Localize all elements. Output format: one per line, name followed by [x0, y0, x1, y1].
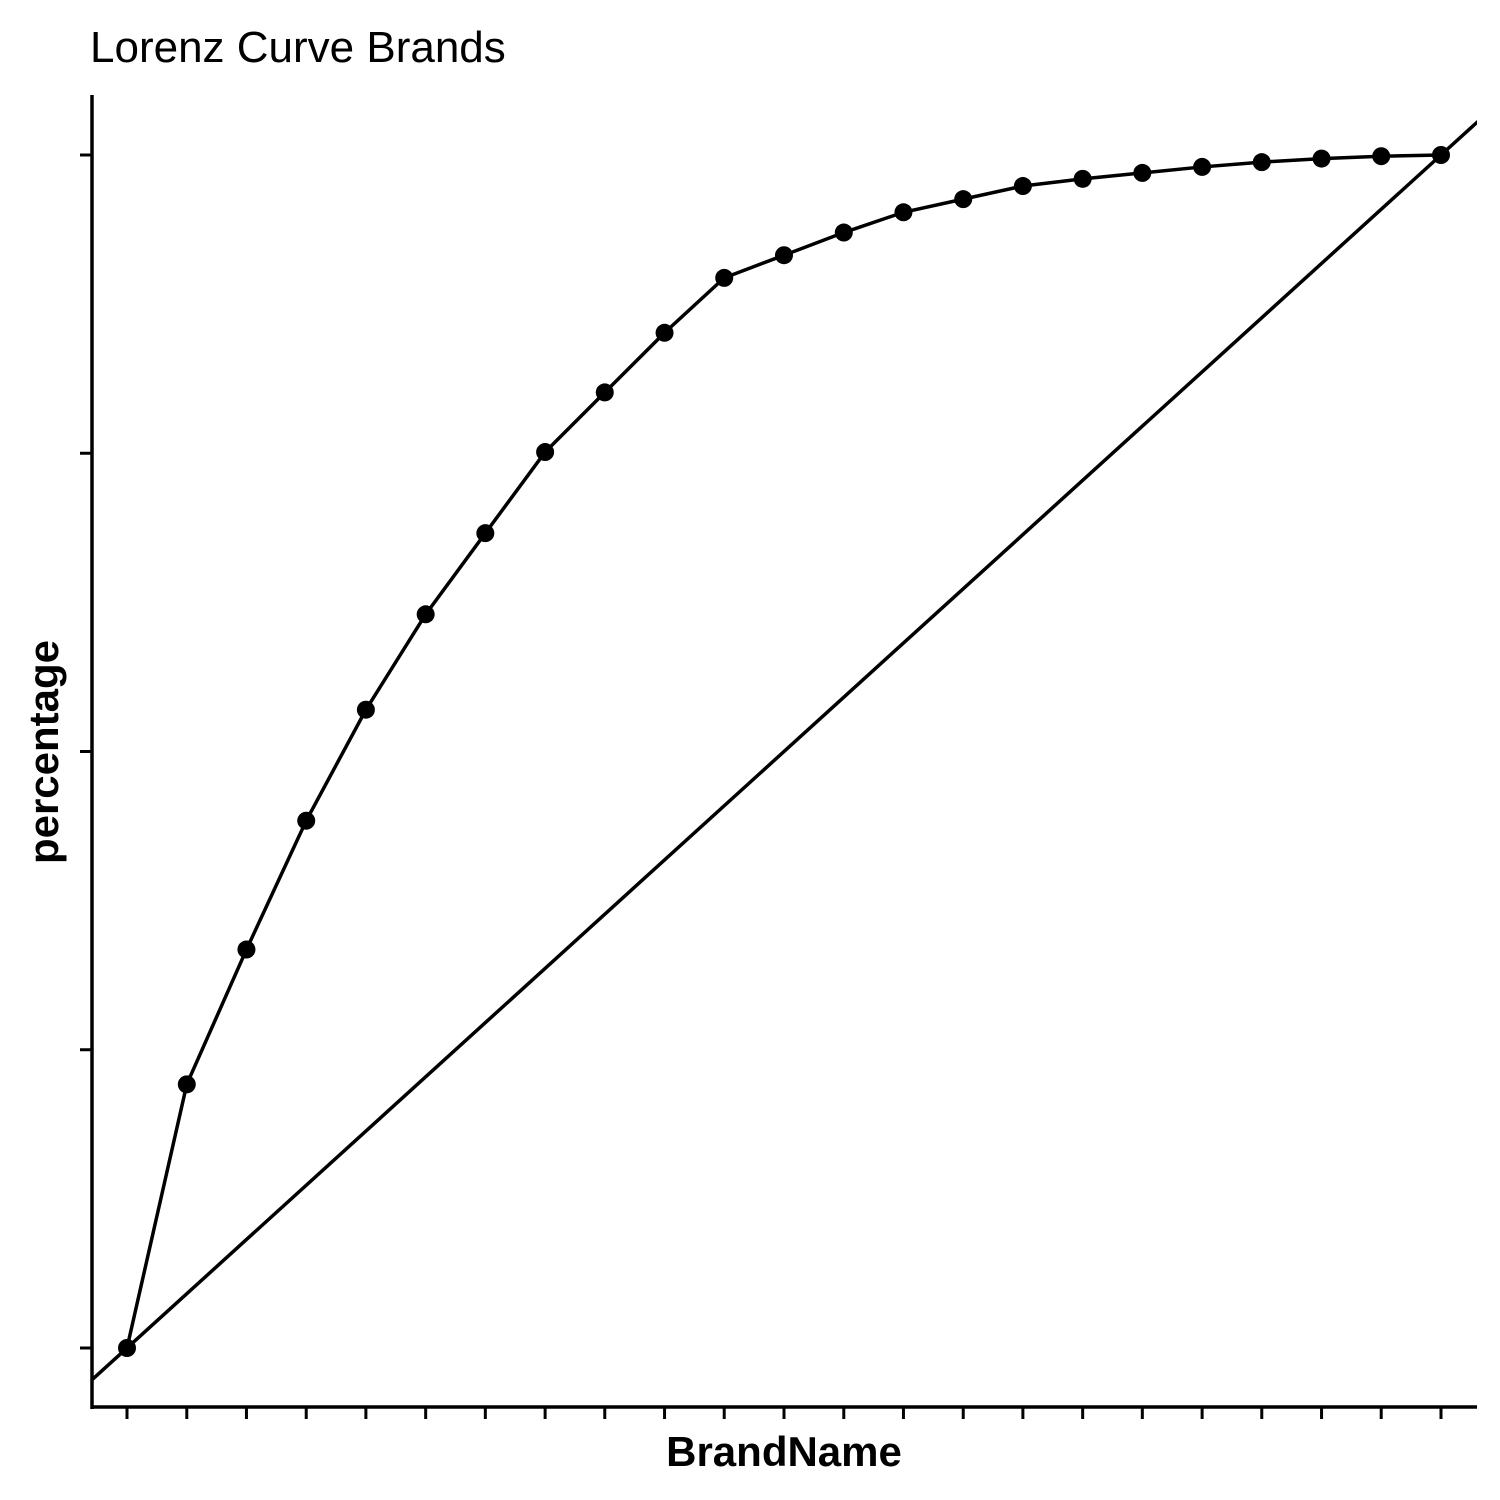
- data-point: [1312, 149, 1331, 168]
- data-point: [834, 223, 853, 242]
- data-point: [177, 1075, 196, 1094]
- data-point: [715, 268, 734, 287]
- data-point: [1432, 146, 1450, 164]
- data-point: [536, 443, 555, 462]
- data-point: [655, 323, 674, 342]
- data-point: [1193, 157, 1212, 176]
- series-layer: [92, 119, 1477, 1383]
- data-point: [595, 383, 614, 402]
- x-axis-ticks: [125, 1407, 1443, 1419]
- data-point: [118, 1339, 136, 1357]
- data-point: [1013, 177, 1032, 196]
- x-axis-label: BrandName: [666, 1428, 902, 1475]
- chart-title: Lorenz Curve Brands: [90, 23, 506, 72]
- data-point: [297, 811, 316, 830]
- data-point: [1372, 147, 1391, 166]
- y-axis-label: percentage: [20, 640, 67, 864]
- data-point: [1252, 153, 1271, 172]
- data-point: [1133, 163, 1152, 182]
- data-point: [954, 190, 973, 209]
- y-axis-ticks: [80, 153, 92, 1350]
- data-point: [476, 524, 495, 543]
- data-point: [237, 940, 256, 959]
- data-point: [894, 203, 913, 222]
- data-point: [775, 246, 793, 265]
- data-point: [356, 700, 375, 719]
- data-point: [1073, 169, 1092, 188]
- data-point: [416, 605, 435, 624]
- equality-line: [92, 119, 1477, 1383]
